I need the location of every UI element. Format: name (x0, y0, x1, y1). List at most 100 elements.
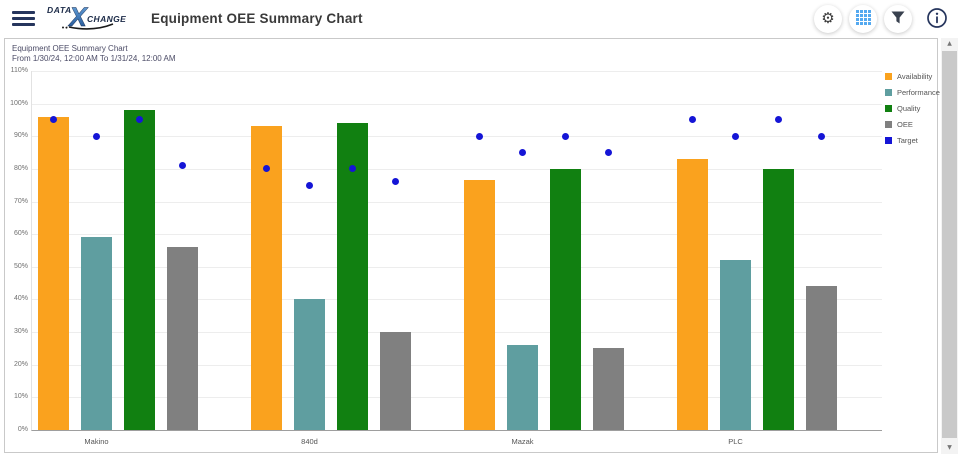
performance-bar (720, 260, 751, 430)
legend-item-oee[interactable]: OEE (885, 120, 940, 129)
performance-bar (81, 237, 112, 430)
y-axis-tick-label: 50% (13, 262, 28, 270)
logo-swoosh (68, 23, 114, 30)
legend-label: Availability (897, 72, 933, 81)
target-dot (476, 132, 483, 140)
legend-item-availability[interactable]: Availability (885, 72, 940, 81)
target-dot (732, 132, 739, 140)
gridline (32, 103, 882, 105)
oee-bar (593, 348, 624, 430)
x-axis-category-label: 840d (301, 437, 318, 446)
availability-bar (251, 126, 282, 430)
target-dot (263, 165, 270, 173)
logo-x: X (67, 2, 89, 32)
chart-title: Equipment OEE Summary Chart (12, 44, 128, 53)
target-dot (50, 116, 57, 124)
target-dot (306, 181, 313, 189)
legend-label: Quality (897, 104, 921, 113)
y-axis-tick-label: 10% (13, 393, 28, 401)
chart-card: Equipment OEE Summary Chart From 1/30/24… (4, 38, 940, 453)
y-axis-tick-label: 30% (13, 328, 28, 336)
target-dot (689, 116, 696, 124)
target-dot (818, 132, 825, 140)
gridline (32, 71, 882, 72)
y-axis-tick-label: 20% (13, 360, 28, 368)
y-axis-tick-label: 40% (13, 295, 28, 303)
gridline (32, 266, 882, 268)
y-axis-tick-label: 100% (10, 99, 28, 107)
category-group-mazak: Mazak (458, 71, 671, 446)
gridline (32, 364, 882, 366)
grid-view-button[interactable] (849, 4, 877, 33)
legend-swatch (885, 137, 892, 144)
legend-swatch (885, 73, 892, 80)
gridline (32, 168, 882, 170)
target-dot (562, 132, 569, 140)
gridline (32, 299, 882, 301)
quality-bar (763, 168, 794, 430)
y-axis-tick-label: 80% (13, 164, 28, 172)
grid-icon (855, 9, 871, 28)
gridline (32, 397, 882, 399)
gridline (32, 136, 882, 138)
quality-bar (124, 110, 155, 430)
category-group-plc: PLC (671, 71, 884, 446)
menu-icon[interactable] (12, 8, 35, 29)
target-dot (179, 162, 186, 170)
legend-swatch (885, 121, 892, 128)
gridline (32, 201, 882, 203)
scrollbar-thumb[interactable] (942, 51, 957, 438)
chart-date-range: From 1/30/24, 12:00 AM To 1/31/24, 12:00… (12, 54, 176, 63)
x-axis-category-label: Mazak (511, 437, 534, 446)
chart-legend: Availability Performance Quality OEE Target (885, 72, 940, 152)
y-axis-tick-label: 70% (13, 197, 28, 205)
page-title: Equipment OEE Summary Chart (151, 11, 363, 26)
y-axis-tick-label: 60% (13, 230, 28, 238)
legend-item-target[interactable]: Target (885, 136, 940, 145)
scroll-up-arrow-icon[interactable]: ▲ (947, 40, 952, 47)
legend-label: Target (897, 136, 918, 145)
app-bar: DATA X CHANGE Equipment OEE Summary Char… (0, 0, 959, 37)
settings-button[interactable]: ⚙ (814, 4, 842, 33)
app-bar-actions: ⚙ (814, 4, 959, 33)
legend-label: OEE (897, 120, 913, 129)
quality-bar (550, 168, 581, 430)
legend-label: Performance (897, 88, 940, 97)
y-axis-tick-label: 110% (10, 67, 28, 74)
y-axis-tick-label: 0% (17, 426, 28, 433)
target-dot (519, 149, 526, 157)
vertical-scrollbar[interactable]: ▲ ▼ (941, 38, 958, 454)
performance-bar (507, 345, 538, 430)
target-dot (775, 116, 782, 124)
legend-swatch (885, 89, 892, 96)
logo-word-change: CHANGE (87, 14, 126, 24)
gridline (32, 332, 882, 334)
dataxchange-logo: DATA X CHANGE (45, 0, 137, 37)
filter-button[interactable] (884, 4, 912, 33)
oee-bar (380, 332, 411, 430)
availability-bar (464, 180, 495, 430)
gear-icon: ⚙ (821, 9, 835, 27)
quality-bar (337, 123, 368, 430)
target-dot (605, 149, 612, 157)
x-axis-category-label: Makino (84, 437, 109, 446)
y-axis-tick-label: 90% (13, 132, 28, 140)
legend-item-quality[interactable]: Quality (885, 104, 940, 113)
scroll-down-arrow-icon[interactable]: ▼ (947, 444, 952, 451)
legend-item-performance[interactable]: Performance (885, 88, 940, 97)
target-dot (349, 165, 356, 173)
target-dot (136, 116, 143, 124)
gridline (32, 234, 882, 236)
logo-word-data: DATA (47, 5, 72, 15)
x-axis-category-label: PLC (728, 437, 743, 446)
performance-bar (294, 299, 325, 430)
availability-bar (38, 116, 69, 430)
filter-icon (890, 10, 906, 28)
info-icon[interactable] (925, 7, 949, 31)
target-dot (392, 178, 399, 186)
oee-bar (806, 286, 837, 430)
oee-bar (167, 247, 198, 430)
category-group-makino: Makino (32, 71, 245, 446)
legend-swatch (885, 105, 892, 112)
availability-bar (677, 159, 708, 430)
